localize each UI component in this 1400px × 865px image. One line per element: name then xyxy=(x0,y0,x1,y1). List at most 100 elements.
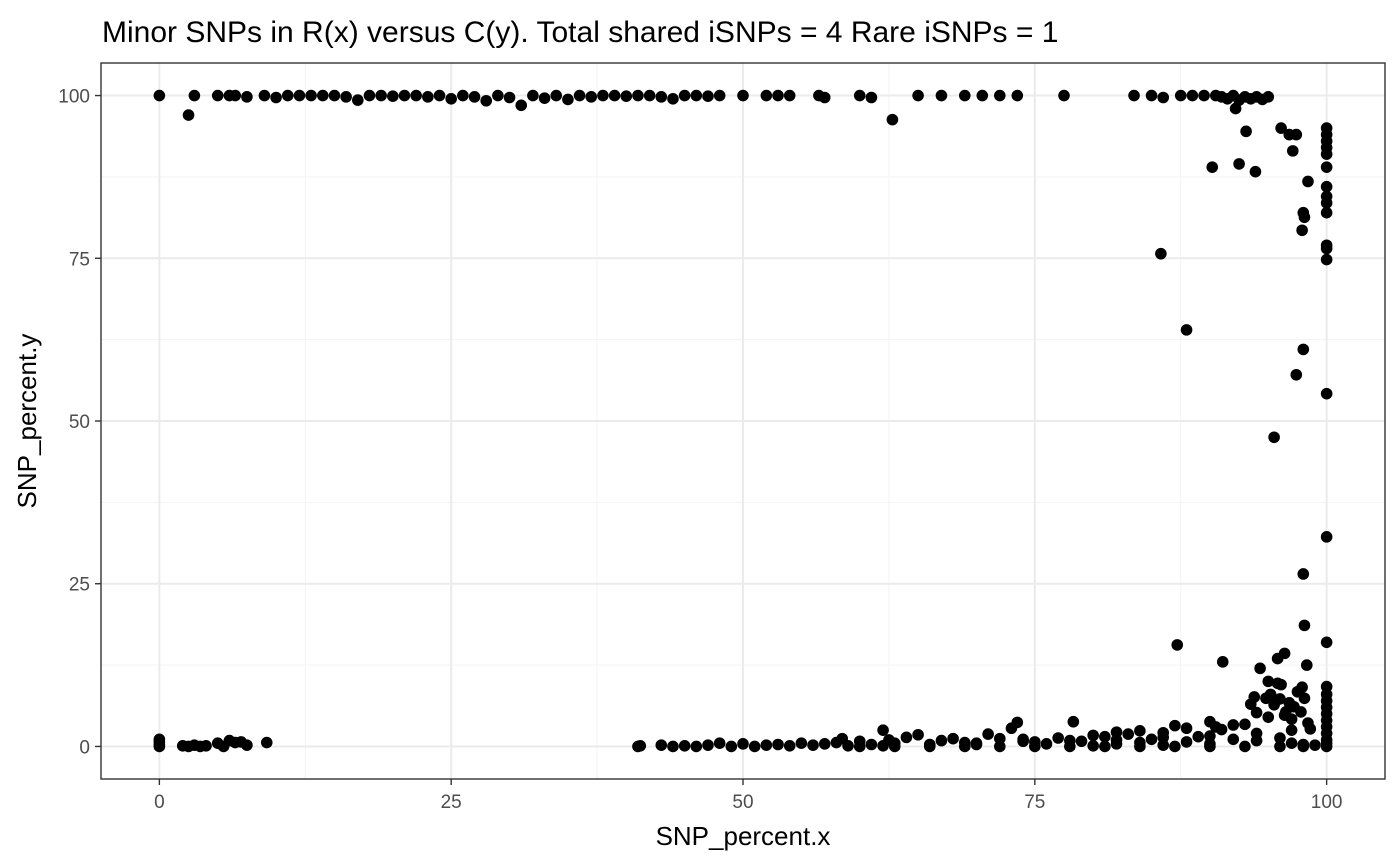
data-point xyxy=(842,740,854,752)
data-point xyxy=(772,738,784,751)
y-axis-title: SNP_percent.y xyxy=(12,334,42,509)
data-point xyxy=(678,89,691,102)
data-point xyxy=(1099,730,1111,743)
data-point xyxy=(492,89,504,102)
chart-title: Minor SNPs in R(x) versus C(y). Total sh… xyxy=(102,16,1058,49)
data-point xyxy=(1233,158,1245,170)
data-point xyxy=(655,739,668,751)
data-point xyxy=(422,91,434,103)
data-point xyxy=(1134,736,1146,749)
data-point xyxy=(200,740,212,752)
data-point xyxy=(1145,733,1158,746)
data-point xyxy=(1320,740,1333,753)
data-point xyxy=(281,89,294,102)
data-point xyxy=(1320,253,1333,266)
data-point xyxy=(1216,656,1229,668)
data-point xyxy=(702,90,714,102)
data-point xyxy=(667,93,679,105)
data-point xyxy=(1262,91,1275,103)
data-point xyxy=(503,91,516,104)
x-tick-label: 0 xyxy=(154,792,165,813)
data-point xyxy=(182,109,195,121)
data-point xyxy=(1227,733,1240,746)
x-tick-label: 25 xyxy=(441,792,462,813)
data-point xyxy=(818,738,831,750)
data-point xyxy=(958,89,971,102)
data-point xyxy=(387,90,399,102)
data-point xyxy=(877,740,889,752)
data-point xyxy=(1290,368,1303,381)
data-point xyxy=(293,89,306,102)
data-point xyxy=(270,91,282,104)
data-point xyxy=(818,91,831,104)
data-point xyxy=(1304,723,1317,735)
data-point xyxy=(1320,242,1333,255)
data-point xyxy=(1058,89,1070,102)
data-point xyxy=(1134,725,1146,737)
data-point xyxy=(1271,652,1284,665)
data-point xyxy=(1198,89,1210,102)
data-point xyxy=(886,113,899,126)
data-point xyxy=(1285,737,1298,749)
data-point xyxy=(1302,175,1314,188)
data-point xyxy=(760,739,773,751)
data-point xyxy=(1029,740,1041,753)
data-point xyxy=(1169,740,1181,753)
data-point xyxy=(853,89,866,102)
data-point xyxy=(795,737,808,749)
data-point xyxy=(1264,688,1277,701)
data-point xyxy=(912,89,924,102)
data-point xyxy=(1249,165,1262,178)
data-point xyxy=(1320,197,1333,209)
data-point xyxy=(211,89,224,102)
data-point xyxy=(1174,89,1187,102)
data-point xyxy=(853,740,866,753)
data-point xyxy=(994,740,1006,753)
data-point xyxy=(229,89,242,102)
data-point xyxy=(713,737,726,749)
data-point xyxy=(1320,531,1333,543)
data-point xyxy=(538,92,551,104)
data-point xyxy=(258,89,271,102)
data-point xyxy=(1087,729,1099,742)
data-point xyxy=(1296,224,1308,237)
data-point xyxy=(1262,711,1275,723)
data-point xyxy=(1011,89,1024,102)
data-point xyxy=(1286,145,1299,157)
data-point xyxy=(410,89,422,102)
y-tick-label: 25 xyxy=(69,575,90,596)
y-tick-label: 75 xyxy=(69,249,90,270)
data-point xyxy=(153,89,166,102)
x-tick-label: 75 xyxy=(1024,792,1045,813)
data-point xyxy=(702,739,714,751)
data-point xyxy=(632,89,644,102)
data-point xyxy=(597,89,609,102)
data-point xyxy=(1262,675,1275,688)
data-point xyxy=(363,89,376,102)
data-point xyxy=(1155,247,1167,260)
data-point xyxy=(1064,734,1076,747)
data-point xyxy=(1204,738,1216,750)
data-point xyxy=(1192,730,1205,743)
data-point xyxy=(1215,723,1228,736)
data-point xyxy=(667,740,679,753)
data-point xyxy=(1297,343,1310,356)
x-tick-label: 50 xyxy=(732,792,753,813)
y-tick-label: 0 xyxy=(79,737,90,758)
data-point xyxy=(958,740,971,753)
data-point xyxy=(1040,738,1053,750)
data-point xyxy=(457,89,469,102)
data-point xyxy=(328,89,341,102)
data-point xyxy=(678,740,691,752)
data-point xyxy=(1145,89,1158,102)
data-point xyxy=(608,89,621,102)
data-point xyxy=(1250,734,1263,747)
data-point xyxy=(1285,724,1298,736)
data-point xyxy=(1320,636,1333,649)
data-point xyxy=(1248,691,1261,703)
data-point xyxy=(1186,89,1199,102)
data-point xyxy=(1320,180,1333,193)
data-point xyxy=(1229,102,1242,115)
data-point xyxy=(352,94,364,106)
